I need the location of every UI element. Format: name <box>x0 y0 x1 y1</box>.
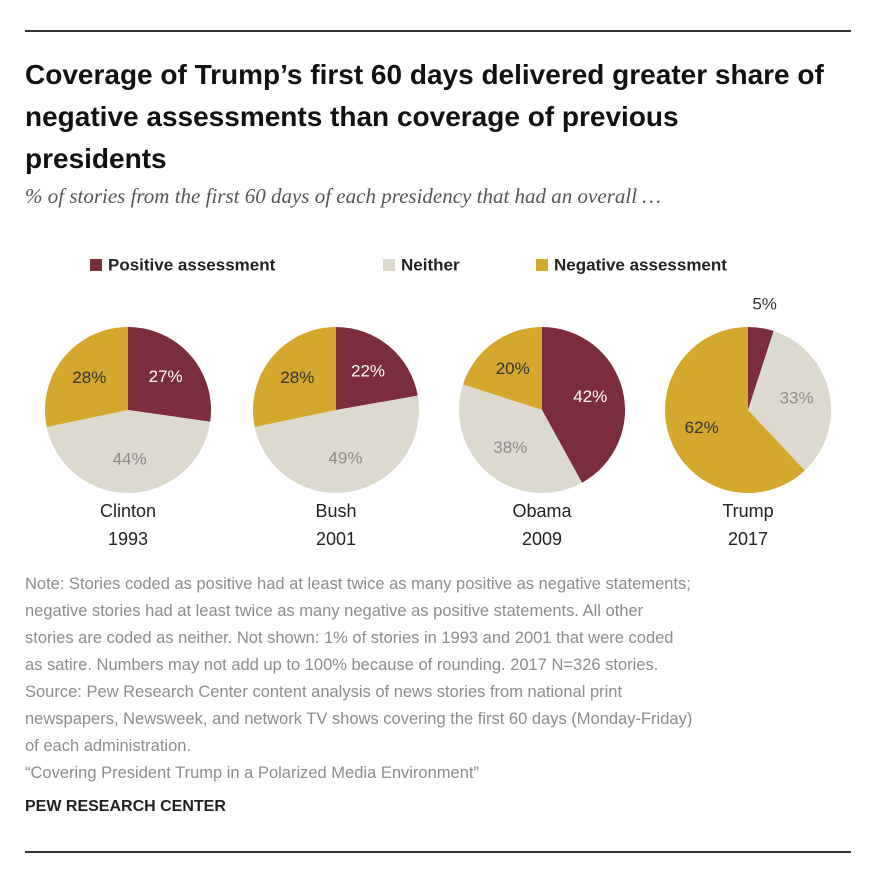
top-rule <box>25 30 851 32</box>
chart: Positive assessment Neither Negative asses… <box>45 255 831 549</box>
data-label: 33% <box>780 389 814 408</box>
pie-slice <box>748 331 831 471</box>
legend-swatch <box>383 259 395 271</box>
pie-label: Bush <box>315 501 356 521</box>
legend-label: Negative assessment <box>554 255 727 274</box>
pie-label: Clinton <box>100 501 156 521</box>
pie-slice <box>336 327 418 410</box>
note-line: Note: Stories coded as positive had at l… <box>25 575 691 593</box>
pie-year: 2017 <box>728 529 768 549</box>
note-line: negative stories had at least twice as m… <box>25 602 644 620</box>
note-line: “Covering President Trump in a Polarized… <box>25 764 479 782</box>
data-label: 5% <box>752 295 777 314</box>
pie-slice <box>463 327 542 410</box>
pie-slice <box>46 410 211 493</box>
pie-year: 2001 <box>316 529 356 549</box>
data-label: 38% <box>493 438 527 457</box>
pie-slice <box>748 327 774 410</box>
bottom-rule <box>25 851 851 853</box>
legend-swatch <box>536 259 548 271</box>
note-line: as satire. Numbers may not add up to 100… <box>25 656 659 674</box>
note-line: stories are coded as neither. Not shown:… <box>25 629 674 647</box>
data-label: 42% <box>573 387 607 406</box>
data-label: 28% <box>280 368 314 387</box>
pie-slice <box>542 327 625 483</box>
chart-subtitle: % of stories from the first 60 days of e… <box>25 184 661 208</box>
pie-year: 1993 <box>108 529 148 549</box>
data-label: 62% <box>685 418 719 437</box>
data-label: 44% <box>113 449 147 468</box>
pie-label: Obama <box>512 501 572 521</box>
data-label: 49% <box>328 448 362 467</box>
pie-slice <box>459 384 582 493</box>
legend-swatch <box>90 259 102 271</box>
legend-label: Positive assessment <box>108 255 276 274</box>
legend-label: Neither <box>401 255 460 274</box>
data-label: 20% <box>496 359 530 378</box>
credit: PEW RESEARCH CENTER <box>25 798 226 815</box>
pie-slice <box>45 327 128 427</box>
note-line: Source: Pew Research Center content anal… <box>25 683 623 701</box>
pie-slice <box>128 327 211 422</box>
note-line: newspapers, Newsweek, and network TV sho… <box>25 710 693 728</box>
pie-label: Trump <box>722 501 773 521</box>
pie-slice <box>253 327 336 427</box>
note-line: of each administration. <box>25 737 192 755</box>
data-label: 28% <box>72 368 106 387</box>
pie-slice <box>664 327 805 493</box>
notes: Note: Stories coded as positive had at l… <box>25 571 692 787</box>
data-label: 22% <box>351 361 385 380</box>
data-label: 27% <box>149 367 183 386</box>
chart-title: Coverage of Trump’s first 60 days delive… <box>25 59 824 174</box>
pie-year: 2009 <box>522 529 562 549</box>
pie-slice <box>254 395 419 493</box>
